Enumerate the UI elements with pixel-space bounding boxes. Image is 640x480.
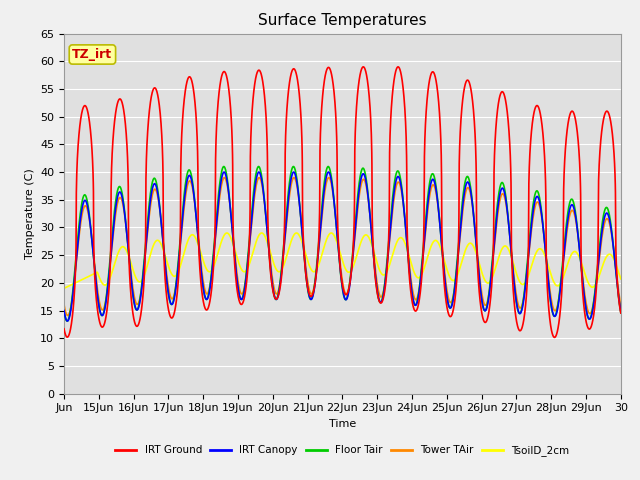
Y-axis label: Temperature (C): Temperature (C) <box>24 168 35 259</box>
Legend: IRT Ground, IRT Canopy, Floor Tair, Tower TAir, TsoilD_2cm: IRT Ground, IRT Canopy, Floor Tair, Towe… <box>111 441 573 460</box>
Text: TZ_irt: TZ_irt <box>72 48 113 61</box>
X-axis label: Time: Time <box>329 419 356 429</box>
Title: Surface Temperatures: Surface Temperatures <box>258 13 427 28</box>
